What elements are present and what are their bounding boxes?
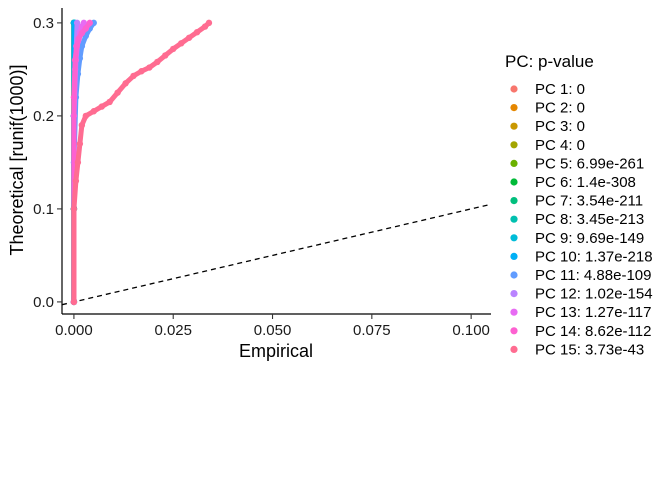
legend-label: PC 15: 3.73e-43: [535, 341, 644, 358]
legend-swatch: [510, 290, 518, 298]
legend-item: PC 6: 1.4e-308: [510, 174, 636, 191]
data-point: [98, 103, 105, 110]
data-point: [162, 52, 169, 59]
y-axis-ticks: 0.0 0.1 0.2 0.3: [33, 15, 62, 311]
legend-swatch: [510, 234, 518, 242]
reference-line: [62, 203, 491, 306]
legend-item: PC 4: 0: [510, 137, 585, 154]
x-axis-ticks: 0.000 0.025 0.050 0.075 0.100: [55, 314, 490, 339]
x-tick-label: 0.100: [452, 322, 490, 339]
legend: PC: p-value PC 1: 0 PC 2: 0PC 3: 0 PC 4: 0…: [505, 52, 653, 358]
legend-swatch: [510, 215, 518, 223]
legend-label: PC 11: 4.88e-109: [535, 267, 651, 284]
data-point: [78, 121, 86, 129]
legend-label: PC 4: 0: [535, 137, 585, 154]
legend-label: PC 8: 3.45e-213: [535, 211, 644, 228]
data-point: [205, 19, 213, 27]
data-point: [74, 159, 82, 166]
x-tick-label: 0.075: [353, 322, 391, 339]
y-tick-label: 0.2: [33, 108, 54, 125]
data-point: [75, 35, 82, 42]
legend-swatch: [510, 271, 518, 279]
series-14: [70, 19, 94, 306]
legend-swatch: [510, 197, 518, 205]
data-point: [185, 34, 193, 41]
legend-item: PC 2: 0: [510, 100, 585, 117]
data-point: [78, 42, 86, 50]
legend-label: PC 10: 1.37e-218: [535, 248, 653, 265]
x-tick-label: 0.050: [254, 322, 292, 339]
legend-label: PC 9: 9.69e-149: [535, 230, 644, 247]
legend-label: PC 5: 6.99e-261: [535, 155, 644, 172]
y-tick-label: 0.3: [33, 15, 54, 32]
data-point: [90, 108, 97, 115]
legend-item: PC 5: 6.99e-261: [510, 155, 644, 172]
legend-item: PC 3: 0: [510, 118, 585, 135]
x-tick-label: 0.025: [154, 322, 192, 339]
data-point: [154, 58, 161, 66]
legend-item: PC 7: 3.54e-211: [510, 193, 643, 210]
legend-swatch: [510, 308, 518, 316]
data-point: [80, 19, 88, 27]
data-point: [193, 28, 201, 36]
plot-panel: [62, 19, 491, 306]
y-tick-label: 0.0: [33, 294, 54, 311]
data-point: [122, 80, 129, 87]
legend-label: PC 12: 1.02e-154: [535, 286, 653, 303]
legend-item: PC 9: 9.69e-149: [510, 230, 644, 247]
legend-swatch: [510, 85, 518, 93]
data-point: [82, 25, 90, 32]
data-point: [130, 72, 137, 80]
legend-item: PC 14: 8.62e-112: [510, 323, 651, 340]
x-tick-label: 0.000: [55, 322, 93, 339]
legend-item: PC 13: 1.27e-117: [510, 304, 651, 321]
legend-swatch: [510, 104, 518, 112]
legend-item: PC 1: 0: [510, 81, 585, 98]
y-axis-title: Theoretical [runif(1000)]: [7, 64, 27, 255]
data-point: [138, 68, 145, 75]
legend-label: PC 1: 0: [535, 81, 585, 98]
legend-swatch: [510, 141, 518, 149]
legend-swatch: [510, 178, 518, 186]
legend-item: PC 8: 3.45e-213: [510, 211, 644, 228]
y-tick-label: 0.1: [33, 201, 54, 218]
legend-swatch: [510, 122, 518, 130]
legend-item: PC 11: 4.88e-109: [510, 267, 651, 284]
data-point: [170, 45, 177, 53]
data-point: [70, 205, 78, 213]
legend-label: PC 14: 8.62e-112: [535, 323, 651, 340]
legend-item: PC 12: 1.02e-154: [510, 286, 653, 303]
data-point: [71, 56, 79, 64]
data-point: [86, 19, 94, 27]
data-point: [73, 19, 81, 27]
data-point: [106, 98, 113, 106]
legend-label: PC 7: 3.54e-211: [535, 193, 643, 210]
data-point: [72, 177, 80, 185]
data-point: [70, 94, 78, 101]
legend-title: PC: p-value: [505, 52, 594, 71]
data-point: [70, 298, 78, 306]
series-15: [70, 19, 213, 306]
legend-swatch: [510, 327, 518, 335]
legend-item: PC 15: 3.73e-43: [510, 341, 644, 358]
data-point: [78, 29, 86, 37]
data-point: [73, 42, 80, 50]
data-point: [177, 40, 185, 47]
legend-label: PC 2: 0: [535, 100, 585, 117]
legend-swatch: [510, 345, 518, 353]
legend-swatch: [510, 159, 518, 167]
x-axis-title: Empirical: [239, 341, 313, 361]
data-point: [76, 140, 84, 147]
legend-item: PC 10: 1.37e-218: [510, 248, 653, 265]
series-line-15: [71, 20, 212, 305]
legend-label: PC 6: 1.4e-308: [535, 174, 636, 191]
legend-label: PC 3: 0: [535, 118, 585, 135]
data-point: [82, 112, 90, 120]
data-point: [114, 89, 121, 96]
axes: [61, 8, 491, 315]
data-point: [146, 64, 153, 71]
legend-swatch: [510, 252, 518, 260]
legend-label: PC 13: 1.27e-117: [535, 304, 651, 321]
